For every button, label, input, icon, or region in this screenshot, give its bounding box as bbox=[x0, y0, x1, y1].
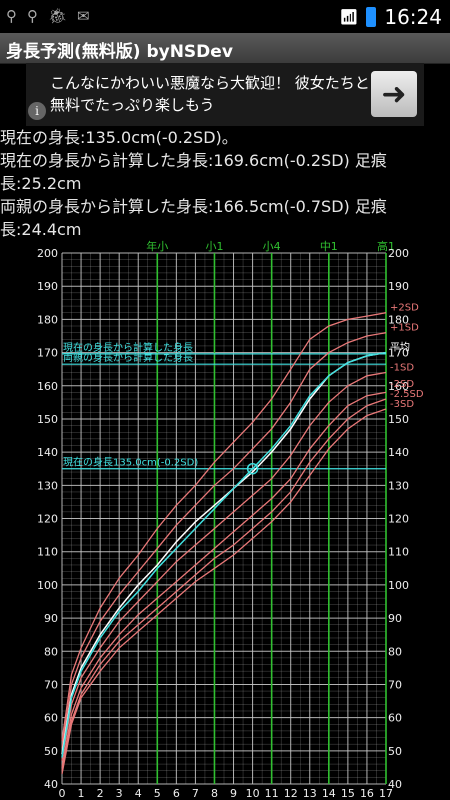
results-text: 現在の身長:135.0cm(-0.2SD)。 現在の身長から計算した身長:169… bbox=[0, 126, 450, 241]
x-tick-label: 13 bbox=[303, 787, 317, 800]
y-tick-label-right: 140 bbox=[388, 446, 409, 459]
y-tick-label-right: 200 bbox=[388, 247, 409, 260]
parents-height-text-2: 長:24.4cm bbox=[0, 220, 82, 239]
y-tick-label-right: 100 bbox=[388, 579, 409, 592]
arrow-right-icon[interactable]: ➜ bbox=[371, 71, 417, 117]
x-tick-label: 2 bbox=[97, 787, 104, 800]
growth-curve-+2SD bbox=[61, 312, 387, 741]
x-tick-label: 4 bbox=[135, 787, 142, 800]
x-tick-label: 12 bbox=[284, 787, 298, 800]
predicted-height-text-2: 長:25.2cm bbox=[0, 174, 82, 193]
school-marker-label: 小4 bbox=[263, 240, 281, 253]
school-marker-label: 年小 bbox=[146, 239, 168, 253]
y-tick-label-left: 140 bbox=[37, 446, 58, 459]
y-tick-label-left: 160 bbox=[37, 380, 58, 393]
x-tick-label: 14 bbox=[322, 787, 336, 800]
curve-label: -1SD bbox=[390, 362, 414, 373]
growth-curve--2SD bbox=[61, 391, 387, 768]
curve-label: -2.5SD bbox=[390, 389, 424, 400]
x-tick-label: 1 bbox=[78, 787, 85, 800]
y-tick-label-right: 60 bbox=[388, 712, 402, 725]
y-tick-label-left: 60 bbox=[44, 712, 58, 725]
y-tick-label-left: 70 bbox=[44, 678, 58, 691]
y-tick-label-right: 80 bbox=[388, 645, 402, 658]
x-tick-label: 11 bbox=[265, 787, 279, 800]
usb-icon: ⚲ bbox=[27, 7, 38, 25]
y-tick-label-right: 110 bbox=[388, 546, 409, 559]
x-tick-label: 16 bbox=[360, 787, 374, 800]
y-tick-label-left: 200 bbox=[37, 247, 58, 260]
x-tick-label: 0 bbox=[59, 787, 66, 800]
y-tick-label-left: 180 bbox=[37, 313, 58, 326]
x-tick-label: 8 bbox=[211, 787, 218, 800]
curve-label: -3SD bbox=[390, 399, 414, 410]
battery-icon bbox=[366, 7, 377, 27]
x-tick-label: 9 bbox=[230, 787, 237, 800]
y-tick-label-left: 130 bbox=[37, 479, 58, 492]
gmail-icon: ✉ bbox=[77, 7, 90, 25]
app-title: 身長予測(無料版) byNSDev bbox=[6, 42, 233, 62]
parents-height-text-1: 両親の身長から計算した身長:166.5cm(-0.7SD) 足痕 bbox=[0, 197, 387, 216]
x-tick-label: 6 bbox=[173, 787, 180, 800]
y-tick-label-left: 150 bbox=[37, 413, 58, 426]
prediction-line-label: 現在の身長135.0cm(-0.2SD) bbox=[63, 456, 198, 469]
y-tick-label-right: 130 bbox=[388, 479, 409, 492]
y-tick-label-right: 70 bbox=[388, 678, 402, 691]
school-marker-label: 高1 bbox=[377, 239, 395, 253]
y-tick-label-right: 170 bbox=[388, 347, 409, 360]
y-tick-label-left: 110 bbox=[37, 546, 58, 559]
usb-icon: ⚲ bbox=[6, 7, 17, 25]
y-tick-label-right: 120 bbox=[388, 513, 409, 526]
ad-text[interactable]: こんなにかわいい悪魔なら大歓迎！ 彼女たちと無料でたっぷり楽しもう bbox=[50, 74, 370, 114]
x-tick-label: 5 bbox=[154, 787, 161, 800]
y-tick-label-right: 40 bbox=[388, 778, 402, 791]
current-height-point bbox=[246, 462, 259, 475]
x-tick-label: 7 bbox=[192, 787, 199, 800]
y-tick-label-right: 190 bbox=[388, 280, 409, 293]
growth-curve--2.5SD bbox=[61, 398, 387, 771]
android-debug-icon: 🐞︎ bbox=[48, 7, 68, 25]
growth-curve--1SD bbox=[61, 371, 387, 761]
growth-curve-child bbox=[61, 351, 387, 758]
curve-label: +2SD bbox=[390, 303, 419, 314]
prediction-line-label: 現在の身長から計算した身長 bbox=[63, 341, 193, 354]
y-tick-label-left: 40 bbox=[44, 778, 58, 791]
predicted-height-text-1: 現在の身長から計算した身長:169.6cm(-0.2SD) 足痕 bbox=[0, 151, 387, 170]
y-tick-label-left: 190 bbox=[37, 280, 58, 293]
curve-label: -2SD bbox=[390, 379, 414, 390]
y-tick-label-left: 100 bbox=[37, 579, 58, 592]
x-tick-label: 3 bbox=[116, 787, 123, 800]
x-tick-label: 15 bbox=[341, 787, 355, 800]
y-tick-label-left: 80 bbox=[44, 645, 58, 658]
y-tick-label-left: 120 bbox=[37, 513, 58, 526]
y-tick-label-right: 150 bbox=[388, 413, 409, 426]
info-icon[interactable]: i bbox=[28, 102, 46, 120]
app-title-bar: 身長予測(無料版) byNSDev bbox=[0, 33, 450, 64]
school-marker-label: 中1 bbox=[320, 240, 338, 253]
status-bar: ⚲ ⚲ 🐞︎ ✉ 📶︎ 16:24 bbox=[0, 0, 450, 33]
school-marker-label: 小1 bbox=[205, 240, 223, 253]
wifi-icon: 📶︎ bbox=[339, 8, 359, 26]
y-tick-label-right: 160 bbox=[388, 380, 409, 393]
y-tick-label-left: 170 bbox=[37, 347, 58, 360]
clock: 16:24 bbox=[384, 5, 442, 29]
current-height-text: 現在の身長:135.0cm(-0.2SD)。 bbox=[0, 128, 238, 147]
curve-label: 平均 bbox=[390, 342, 410, 354]
growth-curve-+1SD bbox=[61, 332, 387, 748]
growth-curve--3SD bbox=[61, 408, 387, 775]
y-tick-label-right: 50 bbox=[388, 745, 402, 758]
prediction-line-label: 両親の身長から計算した身長 bbox=[63, 351, 193, 364]
ad-banner[interactable]: こんなにかわいい悪魔なら大歓迎！ 彼女たちと無料でたっぷり楽しもう ➜ bbox=[26, 63, 424, 126]
x-tick-label: 10 bbox=[246, 787, 260, 800]
y-tick-label-right: 180 bbox=[388, 313, 409, 326]
x-tick-label: 17 bbox=[379, 787, 393, 800]
y-tick-label-left: 90 bbox=[44, 612, 58, 625]
y-tick-label-left: 50 bbox=[44, 745, 58, 758]
y-tick-label-right: 90 bbox=[388, 612, 402, 625]
curve-label: +1SD bbox=[390, 323, 419, 334]
